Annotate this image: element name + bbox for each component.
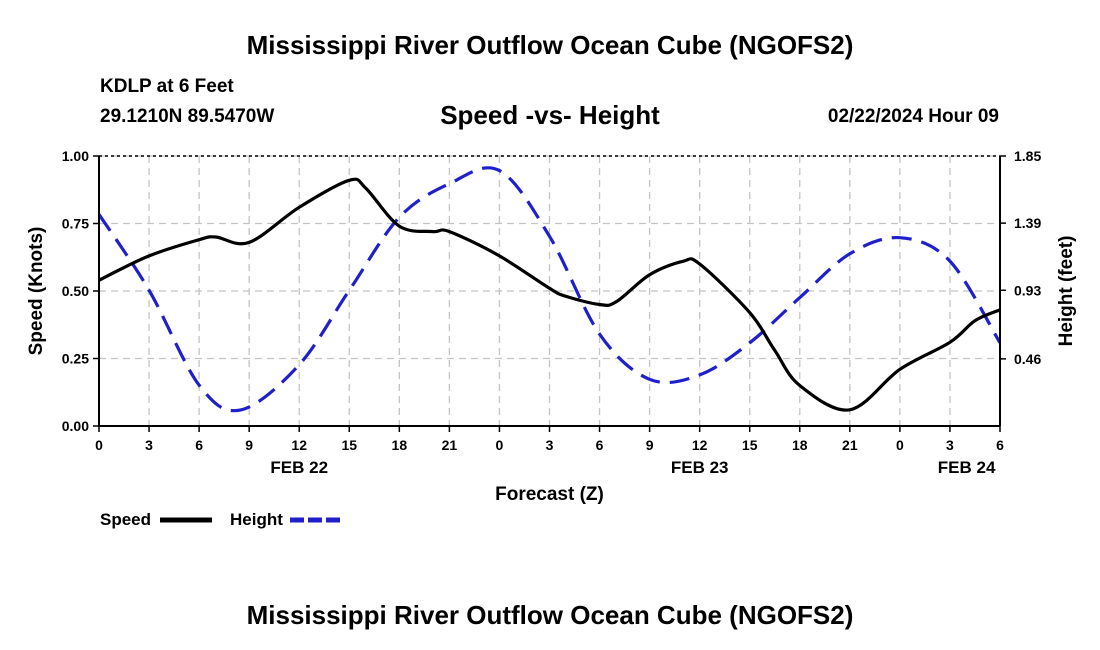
x-tick-label: 12 [692, 437, 708, 453]
y-tick-label-right: 1.39 [1014, 215, 1041, 231]
datetime-label: 02/22/2024 Hour 09 [827, 106, 999, 127]
axis-labels: 0 3 6 9 12 15 18 21 0 3 6 9 12 15 18 21 0 3 6 FEB 22 FEB 23 F… [26, 148, 1077, 505]
data-series [99, 166, 1000, 413]
legend: Speed Height [100, 510, 342, 529]
chart-subtitle: Speed -vs- Height [440, 100, 660, 130]
x-tick-label: 18 [792, 437, 808, 453]
x-tick-label: 12 [291, 437, 307, 453]
x-tick-label: 0 [95, 437, 103, 453]
x-tick-label: 21 [442, 437, 458, 453]
main-title: Mississippi River Outflow Ocean Cube (NG… [246, 30, 854, 60]
date-label: FEB 22 [270, 458, 328, 477]
axes [93, 155, 1006, 432]
x-axis-title: Forecast (Z) [495, 484, 604, 505]
y-axis-title-right: Height (feet) [1056, 236, 1077, 347]
date-label: FEB 23 [671, 458, 729, 477]
y-tick-label-left: 0.25 [62, 351, 89, 367]
y-tick-label-left: 0.00 [62, 418, 89, 434]
y-tick-label-right: 1.85 [1014, 148, 1041, 164]
x-tick-label: 3 [145, 437, 153, 453]
x-tick-label: 6 [996, 437, 1004, 453]
x-tick-label: 9 [245, 437, 253, 453]
x-tick-label: 15 [742, 437, 758, 453]
footer-title: Mississippi River Outflow Ocean Cube (NG… [246, 600, 854, 630]
x-tick-label: 21 [842, 437, 858, 453]
series-line-speed [99, 177, 1000, 412]
coordinates-label: 29.1210N 89.5470W [100, 106, 275, 127]
date-label: FEB 24 [938, 458, 996, 477]
x-tick-label: 0 [896, 437, 904, 453]
station-label: KDLP at 6 Feet [100, 76, 234, 97]
y-tick-label-right: 0.46 [1014, 351, 1041, 367]
x-tick-label: 3 [546, 437, 554, 453]
y-tick-label-left: 0.50 [62, 283, 89, 299]
x-tick-label: 18 [392, 437, 408, 453]
legend-label-height: Height [230, 510, 283, 529]
y-tick-label-left: 0.75 [62, 216, 89, 232]
y-axis-title-left: Speed (Knots) [26, 227, 47, 356]
y-tick-label-left: 1.00 [62, 148, 89, 164]
y-tick-label-right: 0.93 [1014, 282, 1041, 298]
series-line-height [99, 166, 1000, 413]
x-tick-label: 0 [496, 437, 504, 453]
x-tick-label: 6 [596, 437, 604, 453]
x-tick-label: 3 [946, 437, 954, 453]
x-tick-label: 6 [195, 437, 203, 453]
grid-lines [99, 155, 1000, 426]
x-tick-label: 15 [341, 437, 357, 453]
x-tick-label: 9 [646, 437, 654, 453]
legend-label-speed: Speed [100, 510, 151, 529]
